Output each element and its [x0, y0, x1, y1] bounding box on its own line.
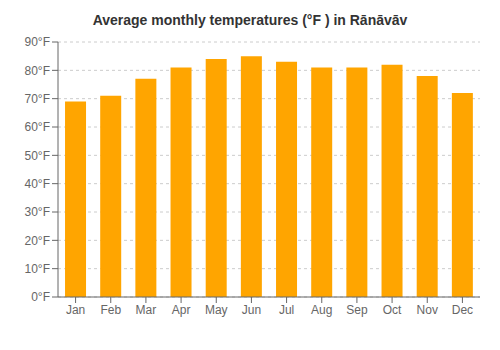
svg-text:Nov: Nov — [417, 303, 438, 317]
svg-text:60°F: 60°F — [25, 120, 50, 134]
svg-text:Oct: Oct — [383, 303, 402, 317]
svg-text:90°F: 90°F — [25, 35, 50, 49]
svg-text:50°F: 50°F — [25, 149, 50, 163]
svg-text:80°F: 80°F — [25, 64, 50, 78]
svg-text:0°F: 0°F — [31, 290, 50, 304]
html-text:Average monthly temperatures (: Average monthly temperatures (°F ) in Rā… — [92, 12, 408, 28]
svg-text:Jun: Jun — [242, 303, 261, 317]
svg-text:10°F: 10°F — [25, 262, 50, 276]
svg-text:Mar: Mar — [136, 303, 157, 317]
svg-text:Aug: Aug — [311, 303, 332, 317]
svg-text:40°F: 40°F — [25, 177, 50, 191]
svg-text:Dec: Dec — [452, 303, 473, 317]
svg-text:20°F: 20°F — [25, 234, 50, 248]
svg-text:Jul: Jul — [279, 303, 294, 317]
svg-text:May: May — [205, 303, 228, 317]
svg-text:30°F: 30°F — [25, 205, 50, 219]
svg-text:Apr: Apr — [172, 303, 191, 317]
svg-text:Feb: Feb — [100, 303, 121, 317]
svg-text:Sep: Sep — [346, 303, 368, 317]
svg-text:70°F: 70°F — [25, 92, 50, 106]
svg-text:Jan: Jan — [66, 303, 85, 317]
